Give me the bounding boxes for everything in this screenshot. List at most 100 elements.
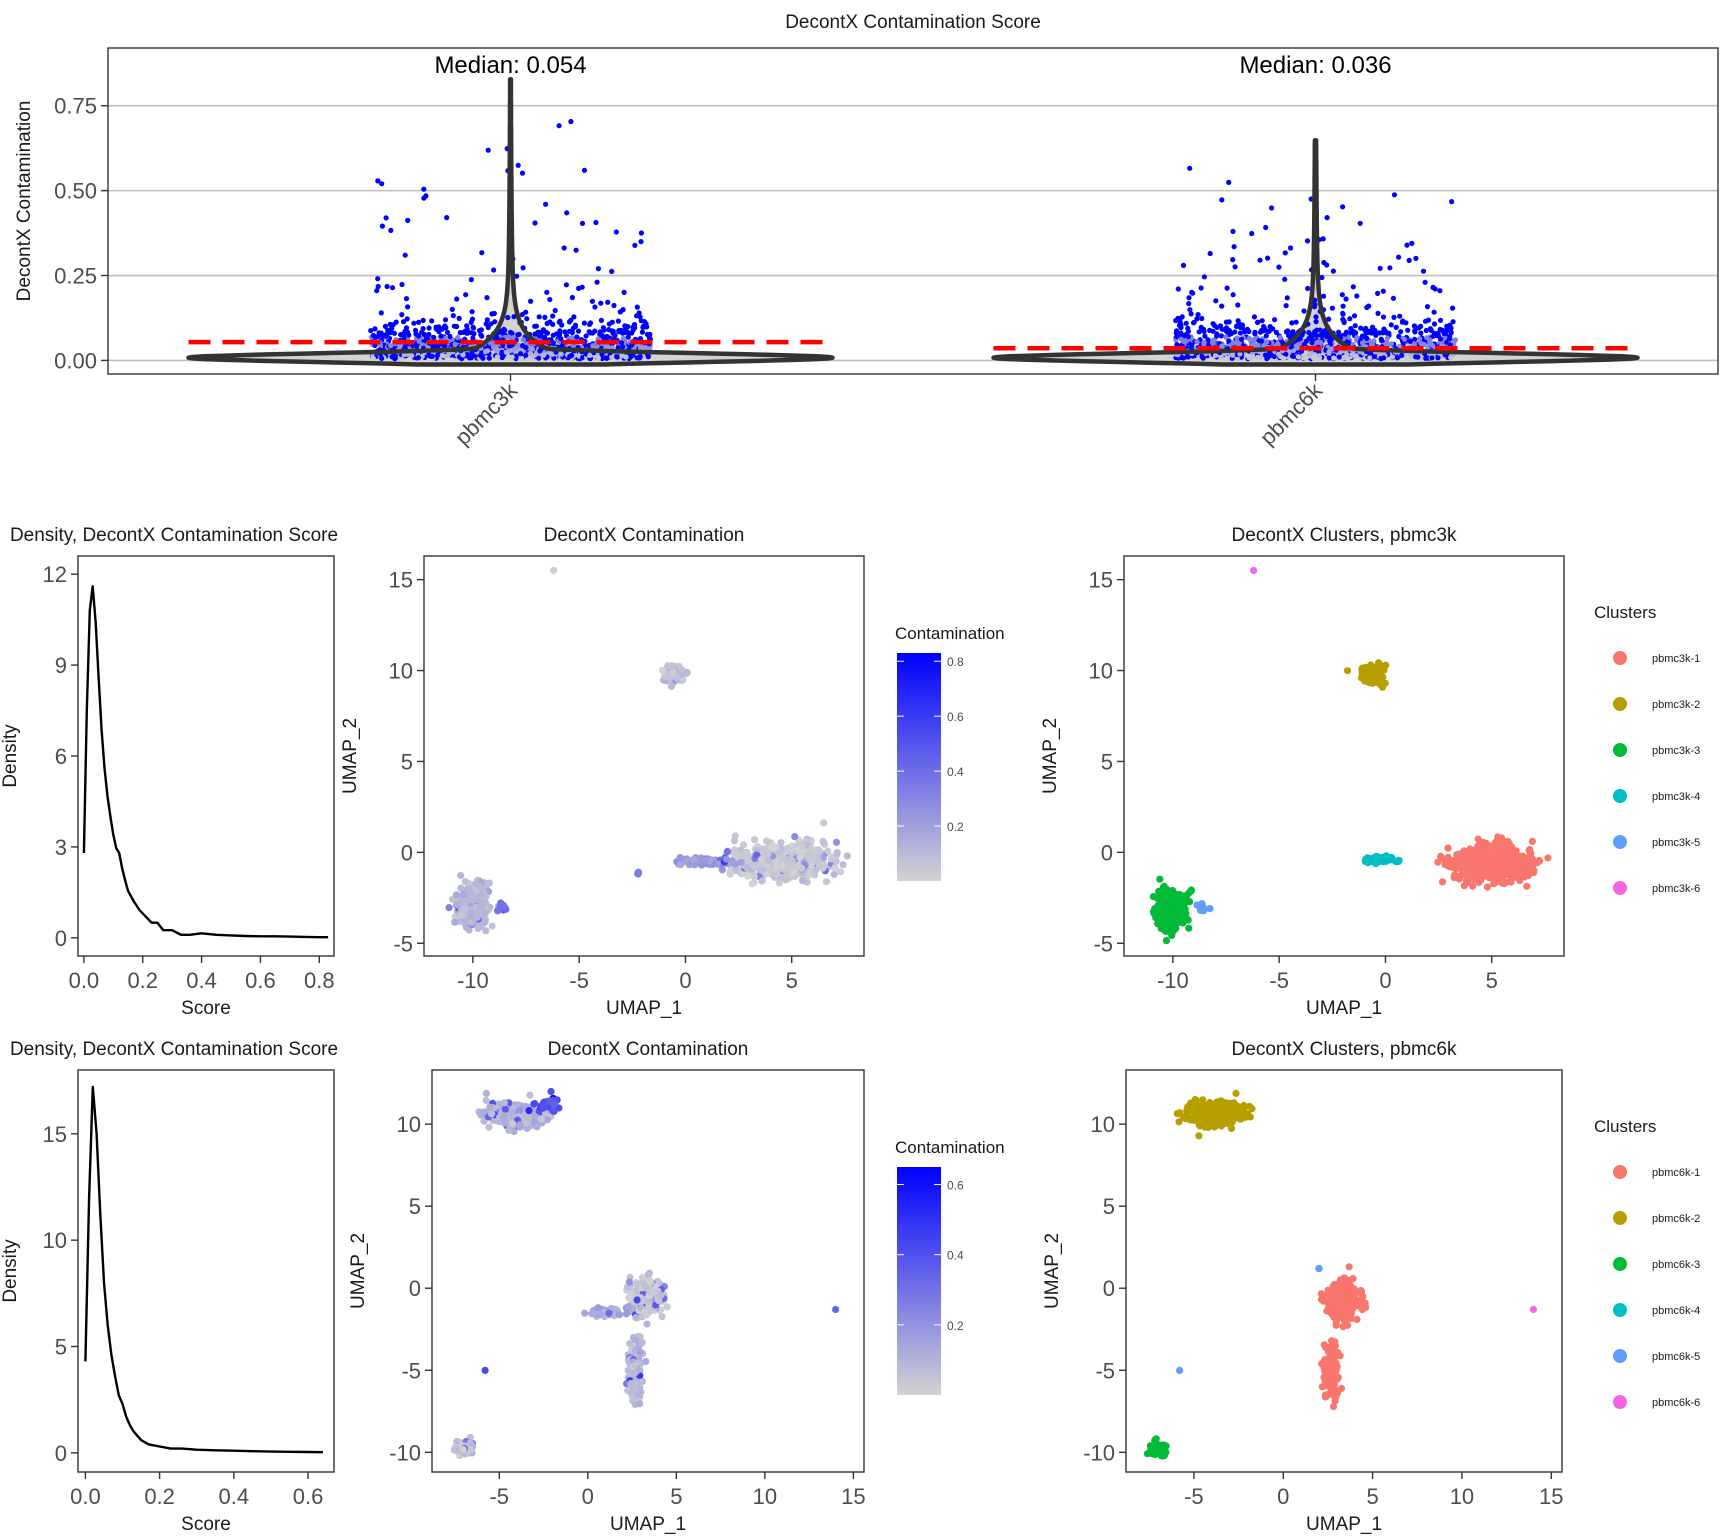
scatter-point [833,849,841,857]
x-tick-label: -5 [569,968,589,993]
colorbar-tick-label: 0.4 [947,765,964,779]
violin-point [499,329,505,335]
violin-point [532,331,539,337]
violin-point [614,354,620,360]
violin-point [552,307,558,314]
scatter-point [1374,668,1382,676]
violin-point [1230,257,1236,263]
scatter-point [1343,667,1352,675]
scatter-point [1486,855,1494,864]
scatter-points [450,1087,840,1459]
violin-point [420,317,426,323]
violin-point [1367,355,1373,361]
scatter-point [815,846,823,854]
x-tick-label: 0.4 [186,968,217,993]
violin-point [456,315,462,321]
violin-point [1396,254,1402,260]
plot-frame [107,47,1719,375]
scatter-point [624,1303,633,1311]
violin-point [446,351,452,357]
violin-point [421,195,427,201]
violin-point [1372,328,1378,334]
scatter-point [1358,665,1366,673]
violin-point [1351,313,1358,319]
violin-point [1191,319,1197,325]
violin-point [1213,298,1219,304]
scatter-point [1450,871,1459,879]
violin-point [402,252,408,258]
violin-point [609,354,615,360]
violin-point [632,242,638,248]
violin-point [1321,259,1327,266]
violin-point [450,313,456,319]
violin-point [1388,341,1394,347]
colorbar-title: Contamination [895,624,1005,643]
violin-point [375,276,381,282]
scatter-point [646,1288,654,1296]
violin-point [382,323,388,329]
violin-point [1390,295,1396,301]
scatter-point [1478,870,1486,878]
violin-point [372,326,378,332]
scatter-point [763,850,772,859]
scatter-point [1455,855,1463,863]
scatter-point [485,1123,493,1131]
scatter-point [476,905,484,913]
violin-point [1361,333,1368,339]
x-tick-label: 0.0 [69,968,100,993]
violin-point [515,162,521,168]
violin-point [1255,354,1261,361]
scatter-point [472,913,480,921]
violin-point [1424,304,1431,310]
violin-point [1252,329,1258,335]
scatter-point [1465,852,1473,860]
violin-point [1409,240,1415,246]
scatter-point [775,849,783,857]
violin-point [587,330,594,336]
violin-point [1234,335,1240,341]
violin-point [628,354,634,360]
violin-point [404,316,410,322]
violin-point [634,304,640,310]
scatter-point [683,669,691,677]
violin-point [1321,293,1327,299]
violin-point [615,318,622,324]
scatter-point [677,861,685,869]
violin-point [1413,255,1419,261]
violin-point [1290,329,1296,335]
violin-point [1252,337,1258,343]
violin-point [621,289,627,295]
violin-point [1251,314,1257,320]
y-tick-label: 10 [397,1112,421,1137]
scatter-point [530,1100,538,1108]
violin-point [1189,289,1195,295]
violin-point [1391,192,1398,198]
violin-point [1201,341,1207,347]
violin-point [1236,321,1242,327]
scatter-point [1466,845,1474,853]
scatter-point [737,858,745,866]
violin-point [409,353,415,359]
violin-point [519,170,526,176]
scatter-point [1448,863,1456,871]
scatter-point [1498,868,1506,876]
violin-point [625,324,631,330]
violin-point [454,296,460,302]
violin-point [375,334,381,340]
violin-point [1401,336,1408,342]
violin-point [1304,238,1311,244]
scatter-point [832,1305,840,1314]
violin-point [468,277,474,283]
violin-point [1175,315,1181,321]
scatter-point [457,911,465,919]
scatter-point [505,1126,513,1135]
violin-point [1312,329,1318,335]
violin-point [1249,230,1255,237]
violin-point [492,319,498,325]
violin-point [1435,355,1441,361]
violin-point [1412,329,1418,335]
scatter-point [751,836,759,844]
scatter-point [499,902,507,910]
